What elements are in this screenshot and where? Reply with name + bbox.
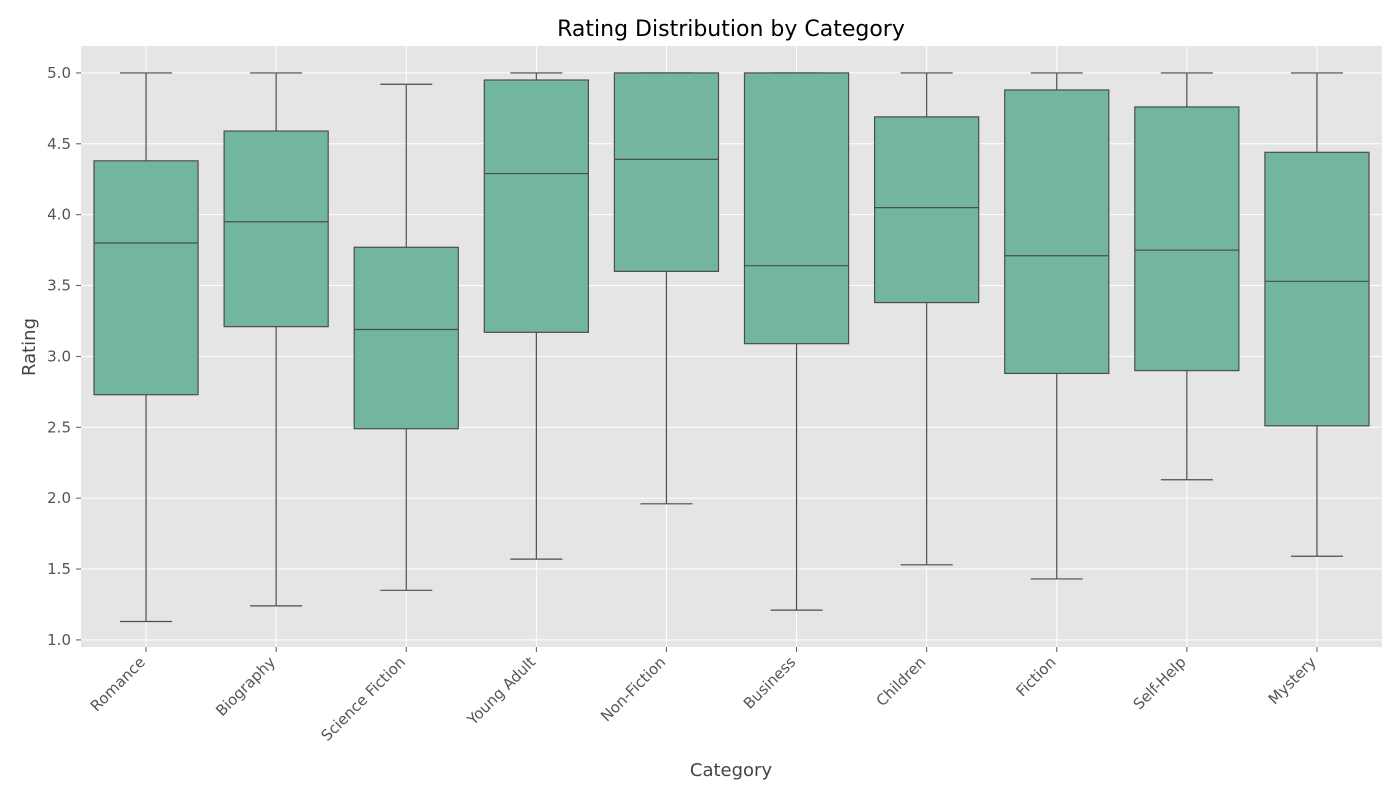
iqr-box [1264,151,1370,427]
x-tick-label: Non-Fiction [597,653,669,725]
y-tick-label: 3.0 [47,347,71,365]
iqr-box [223,130,329,328]
box-biography [223,72,329,607]
x-tick-label: Mystery [1265,653,1320,708]
box-business [743,72,850,611]
box-children [874,72,980,566]
y-tick-label: 2.5 [47,418,71,436]
x-tick-label: Science Fiction [317,653,409,745]
box-fiction [1004,72,1110,580]
y-axis-ticks: 1.0 1.5 2.0 2.5 3.0 3.5 4.0 4.5 5.0 [47,64,81,649]
y-tick-label: 4.0 [47,206,71,224]
y-tick-label: 2.0 [47,489,71,507]
iqr-box [483,79,589,333]
iqr-box [93,160,199,396]
y-tick-label: 1.0 [47,631,71,649]
y-tick-label: 4.5 [47,135,71,153]
boxes [93,72,1370,623]
x-tick-label: Self-Help [1130,653,1190,713]
iqr-box [1134,106,1240,372]
iqr-box [1004,89,1110,375]
y-tick-label: 3.5 [47,277,71,295]
box-non-fiction [613,72,720,505]
x-tick-label: Fiction [1012,653,1059,700]
box-romance [93,72,199,623]
x-tick-label: Business [740,653,800,713]
box-science-fiction [353,83,459,591]
iqr-box [874,116,980,304]
x-tick-label: Young Adult [463,653,539,729]
y-tick-label: 5.0 [47,64,71,82]
y-tick-label: 1.5 [47,560,71,578]
x-tick-label: Children [873,653,930,710]
iqr-box [353,246,459,430]
chart-title: Rating Distribution by Category [557,17,905,42]
x-tick-label: Biography [212,653,279,720]
x-tick-label: Romance [87,653,149,715]
x-axis-ticks: Romance Biography Science Fiction Young Adu… [87,647,1320,745]
box-young-adult [483,72,589,560]
iqr-box [743,72,850,345]
x-axis-label: Category [690,760,773,781]
iqr-box [613,72,720,272]
box-mystery [1264,72,1370,557]
box-self-help [1134,72,1240,481]
y-axis-label: Rating [19,318,40,376]
